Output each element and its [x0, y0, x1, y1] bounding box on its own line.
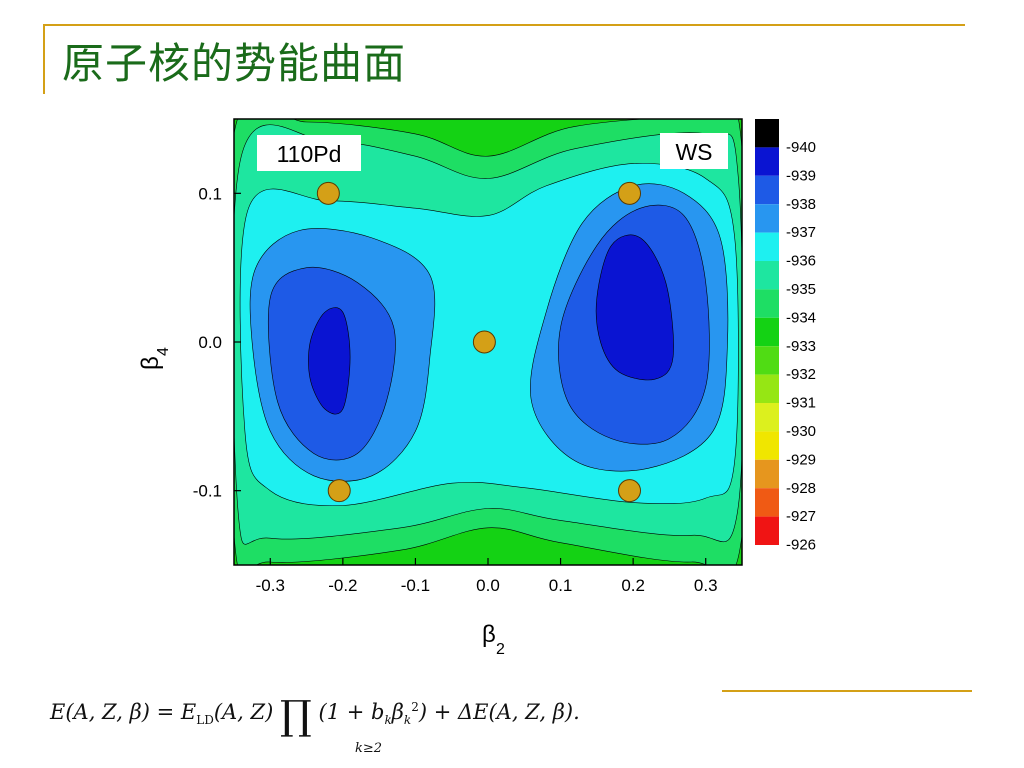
- colorbar-label: -937: [786, 224, 816, 241]
- colorbar-label: -929: [786, 451, 816, 468]
- colorbar-label: -928: [786, 480, 816, 497]
- minimum-marker: [618, 181, 642, 205]
- colorbar-cell: [755, 289, 779, 318]
- energy-formula: E(A, Z, β) = ELD(A, Z) ∏ (1 + bkβk2) + Δ…: [50, 693, 580, 756]
- x-tick-label: 0.3: [694, 576, 718, 595]
- colorbar-label: -939: [786, 167, 816, 184]
- minima-markers: [316, 181, 642, 503]
- colorbar-cell: [755, 147, 779, 176]
- colorbar-label: -932: [786, 366, 816, 383]
- x-axis-label: β: [482, 621, 496, 648]
- formula-paren: (1 + b: [318, 700, 385, 724]
- title-rule-top: [43, 24, 965, 26]
- formula-product: ∏: [280, 693, 312, 739]
- formula-k1: k: [384, 713, 392, 728]
- colorbar-label: -930: [786, 423, 816, 440]
- formula-ld-sub: LD: [196, 713, 214, 728]
- minimum-marker: [327, 479, 351, 503]
- formula-beta: β: [391, 700, 404, 724]
- contour-940-left: [308, 307, 351, 415]
- colorbar-label: -926: [786, 537, 816, 554]
- colorbar-label: -940: [786, 139, 816, 156]
- minimum-marker: [618, 479, 642, 503]
- x-tick-label: -0.3: [256, 576, 285, 595]
- colorbar-label: -938: [786, 196, 816, 213]
- colorbar-cell: [755, 317, 779, 347]
- colorbar: -940 -939 -938 -937 -936 -935 -934 -933 -932 -931…: [755, 119, 816, 554]
- y-tick-label: 0.1: [198, 184, 222, 203]
- colorbar-label: -931: [786, 395, 816, 412]
- colorbar-cell: [755, 175, 779, 205]
- colorbar-label: -936: [786, 253, 816, 270]
- colorbar-cell: [755, 232, 779, 261]
- colorbar-cell: [755, 488, 779, 517]
- formula-k2: k: [403, 713, 412, 728]
- nucleus-label: 110Pd: [277, 141, 342, 167]
- colorbar-label: -933: [786, 338, 816, 355]
- formula-rule: [722, 690, 972, 692]
- title-rule-left: [43, 24, 45, 94]
- minimum-marker: [472, 330, 496, 354]
- x-tick-label: -0.2: [328, 576, 357, 595]
- x-tick-label: 0.1: [549, 576, 573, 595]
- y-tick-label: 0.0: [198, 333, 222, 352]
- colorbar-cell: [755, 431, 779, 460]
- y-axis-label-sub: 4: [155, 347, 172, 356]
- model-label-box: [660, 133, 728, 169]
- contour-chart: -0.3 -0.2 -0.1 0.0 0.1 0.2 0.3 0.1 0.0 -0.1 110Pd…: [137, 118, 816, 658]
- formula-tail: ) + ΔE(A, Z, β).: [418, 700, 580, 724]
- y-axis-label-group: β4: [137, 347, 172, 370]
- colorbar-cell: [755, 346, 779, 375]
- x-tick-label: -0.1: [401, 576, 430, 595]
- colorbar-cell: [755, 119, 779, 148]
- y-tick-label: -0.1: [193, 482, 222, 501]
- formula-prod-sub: k≥2: [355, 741, 383, 756]
- x-tick-label: 0.2: [621, 576, 645, 595]
- x-tick-label: 0.0: [476, 576, 500, 595]
- plot-annotations: 110Pd WS: [257, 133, 728, 171]
- minimum-marker: [316, 181, 340, 205]
- colorbar-cell: [755, 204, 779, 233]
- formula-mid: (A, Z): [213, 700, 274, 724]
- colorbar-label: -935: [786, 281, 816, 298]
- colorbar-label: -927: [786, 508, 816, 525]
- axis-ticks: -0.3 -0.2 -0.1 0.0 0.1 0.2 0.3 0.1 0.0 -0.1: [193, 184, 718, 595]
- slide-title: 原子核的势能曲面: [62, 39, 407, 88]
- formula-sq: 2: [411, 700, 419, 714]
- y-axis-label: β: [137, 356, 164, 370]
- model-label: WS: [675, 139, 712, 165]
- colorbar-cell: [755, 403, 779, 432]
- formula-lhs: E(A, Z, β) = E: [50, 700, 197, 724]
- x-axis-label-sub: 2: [496, 641, 505, 658]
- colorbar-label: -934: [786, 309, 816, 326]
- colorbar-cell: [755, 459, 779, 489]
- contour-940-right: [595, 234, 674, 381]
- colorbar-cell: [755, 374, 779, 403]
- colorbar-cell: [755, 516, 779, 545]
- nucleus-label-box: [257, 135, 361, 171]
- colorbar-cell: [755, 261, 779, 290]
